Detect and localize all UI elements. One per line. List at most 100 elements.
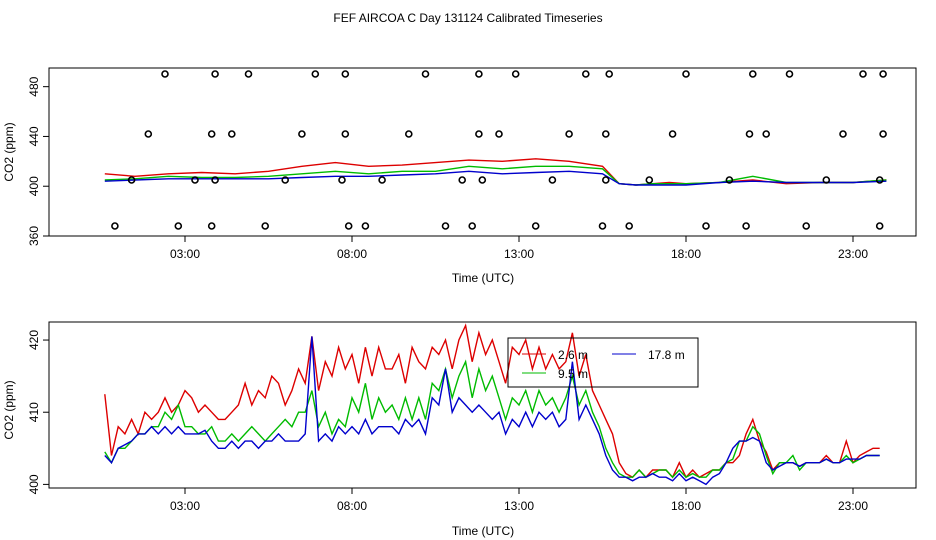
calibration-point [548,176,557,184]
bottom-x-tick-label: 18:00 [671,499,701,513]
calibration-point [478,176,487,184]
calibration-point [822,176,831,184]
top-x-tick-label: 13:00 [504,247,534,261]
bottom-panel: 03:00 08:00 13:00 18:00 23:00 400 410 420 Time … [2,321,917,538]
calibration-point [605,70,614,78]
calibration-point [785,70,794,78]
calibration-point [378,176,386,184]
calibration-point [745,130,754,138]
calibration-point [111,222,119,230]
bottom-y-tick-label: 420 [27,330,41,350]
calibration-point [261,222,270,230]
top-x-tick-label: 23:00 [838,247,868,261]
top-y-tick-label: 440 [27,126,41,146]
legend-label-9-5: 9.5 m [558,367,588,381]
calibration-point [281,176,290,184]
calibration-point [668,130,677,138]
calibration-point [682,70,690,78]
figure-title: FEF AIRCOA C Day 131124 Calibrated Times… [333,11,602,25]
calibration-point [211,176,219,184]
calibration-point [875,222,884,230]
calibration-point [601,130,610,138]
calibration-point [441,222,450,230]
calibration-point [742,222,750,230]
calibration-point [174,222,183,230]
calibration-point [341,70,350,78]
calibration-point [511,70,520,78]
calibration-point [762,130,771,138]
calibration-point [625,222,634,230]
calibration-point [161,70,169,78]
bottom-axes: 03:00 08:00 13:00 18:00 23:00 400 410 420 [27,330,868,513]
top-series-line-9-5-m [104,165,887,186]
calibration-point [475,130,483,138]
calibration-point [211,70,219,78]
bottom-series-line-17-8-m [104,336,880,486]
calibration-point [338,176,346,184]
calibration-point [839,130,847,138]
calibration-point [341,130,350,138]
calibration-point [311,70,320,78]
calibration-point [875,176,884,184]
calibration-point [601,176,610,184]
bottom-y-tick-label: 400 [27,474,41,494]
bottom-x-axis-label: Time (UTC) [452,524,514,538]
calibration-point [879,130,887,138]
top-series-layer [104,70,887,230]
calibration-point [207,222,216,230]
calibration-point [495,130,503,138]
top-calibration-points [111,70,887,230]
calibration-point [207,130,216,138]
calibration-point [244,70,253,78]
calibration-point [702,222,710,230]
calibration-point [645,176,654,184]
top-y-tick-label: 400 [27,176,41,196]
bottom-series-line-2-6-m [104,323,880,479]
calibration-point [475,70,483,78]
top-x-tick-label: 03:00 [170,247,200,261]
calibration-point [879,70,887,78]
bottom-plot-area [104,323,880,486]
bottom-series-layer [104,323,880,486]
calibration-point [144,130,153,138]
calibration-point [458,176,467,184]
calibration-point [748,70,757,78]
legend-label-17-8: 17.8 m [648,348,685,362]
bottom-plot-frame [48,321,917,489]
calibration-point [859,70,867,78]
calibration-point [191,176,199,184]
top-series-line-17-8-m [104,170,887,186]
bottom-y-axis-label: CO2 (ppm) [2,380,16,439]
calibration-point [725,176,734,184]
legend-box [507,337,699,388]
bottom-x-tick-label: 08:00 [337,499,367,513]
bottom-y-tick-label: 410 [27,402,41,422]
top-axes: 03:00 08:00 13:00 18:00 23:00 360 400 440 480 [27,76,868,261]
top-y-axis-label: CO2 (ppm) [2,122,16,181]
top-y-tick-label: 360 [27,226,41,246]
bottom-x-tick-label: 23:00 [838,499,868,513]
top-series-line-2-6-m [104,158,887,186]
top-x-tick-label: 08:00 [337,247,367,261]
calibration-point [228,130,236,138]
calibration-point [421,70,430,78]
calibration-point [565,130,573,138]
bottom-series-line-9-5-m [104,359,880,479]
bottom-x-tick-label: 13:00 [504,499,534,513]
top-x-axis-label: Time (UTC) [452,271,514,285]
calibration-point [298,130,306,138]
calibration-point [361,222,370,230]
calibration-point [598,222,607,230]
top-plot-frame [48,67,917,237]
calibration-point [127,176,136,184]
calibration-point [581,70,590,78]
top-panel: 03:00 08:00 13:00 18:00 23:00 360 400 440 480 Ti… [2,67,917,285]
calibration-point [531,222,540,230]
calibration-point [802,222,811,230]
calibration-point [344,222,353,230]
top-y-tick-label: 480 [27,76,41,96]
legend-label-2-6: 2.6 m [558,348,588,362]
bottom-legend: 2.6 m 17.8 m 9.5 m [507,337,699,388]
top-x-tick-label: 18:00 [671,247,701,261]
bottom-x-tick-label: 03:00 [170,499,200,513]
